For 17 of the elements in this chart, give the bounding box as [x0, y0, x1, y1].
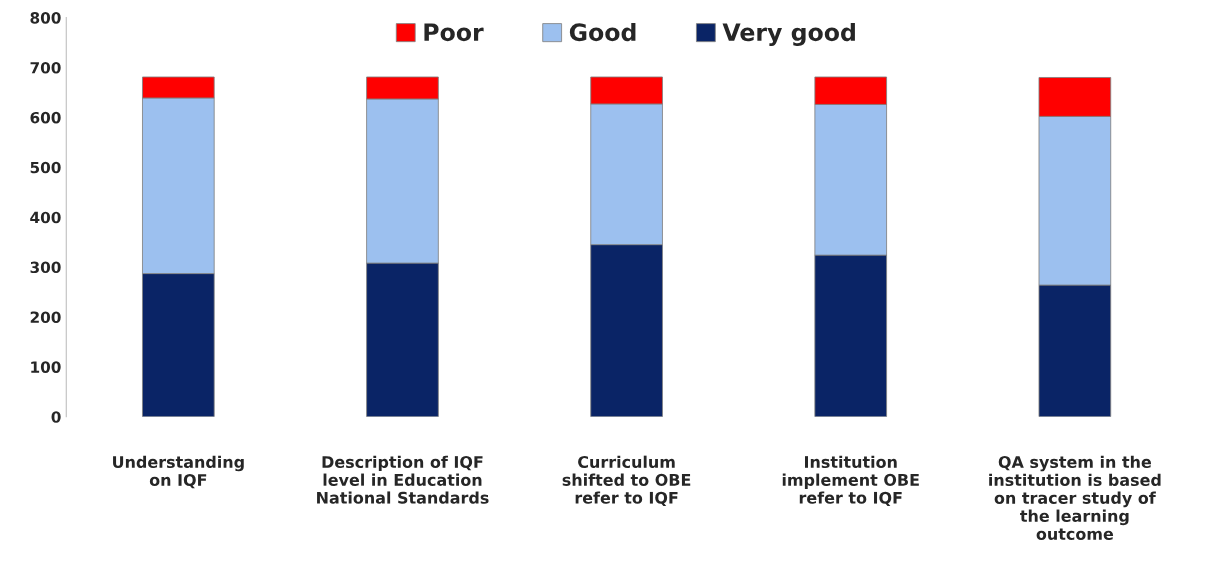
y-tick-label: 200 [30, 311, 61, 323]
y-tick-label: 800 [30, 12, 61, 24]
x-tick-label: Institution implement OBE refer to IQF [782, 455, 919, 506]
legend-label: Good [569, 22, 636, 42]
y-tick-label: 0 [51, 411, 61, 423]
legend-label: Very good [722, 22, 855, 46]
x-tick-label: Curriculum shifted to OBE refer to IQF [562, 455, 691, 506]
y-tick-label: 500 [30, 161, 61, 174]
x-tick-label: QA system in the institution is based on tracer study of the learning outcome [989, 455, 1161, 540]
y-tick-label: 700 [30, 61, 61, 74]
y-tick-label: 600 [30, 111, 61, 124]
x-tick-label: Understanding on IQF [113, 455, 244, 489]
y-tick-label: 300 [30, 261, 61, 274]
x-tick-label: Description of IQF level in Education National Standards [317, 455, 489, 504]
legend-label: Poor [424, 23, 484, 42]
y-tick-label: 400 [30, 211, 61, 224]
y-tick-label: 100 [31, 361, 61, 373]
